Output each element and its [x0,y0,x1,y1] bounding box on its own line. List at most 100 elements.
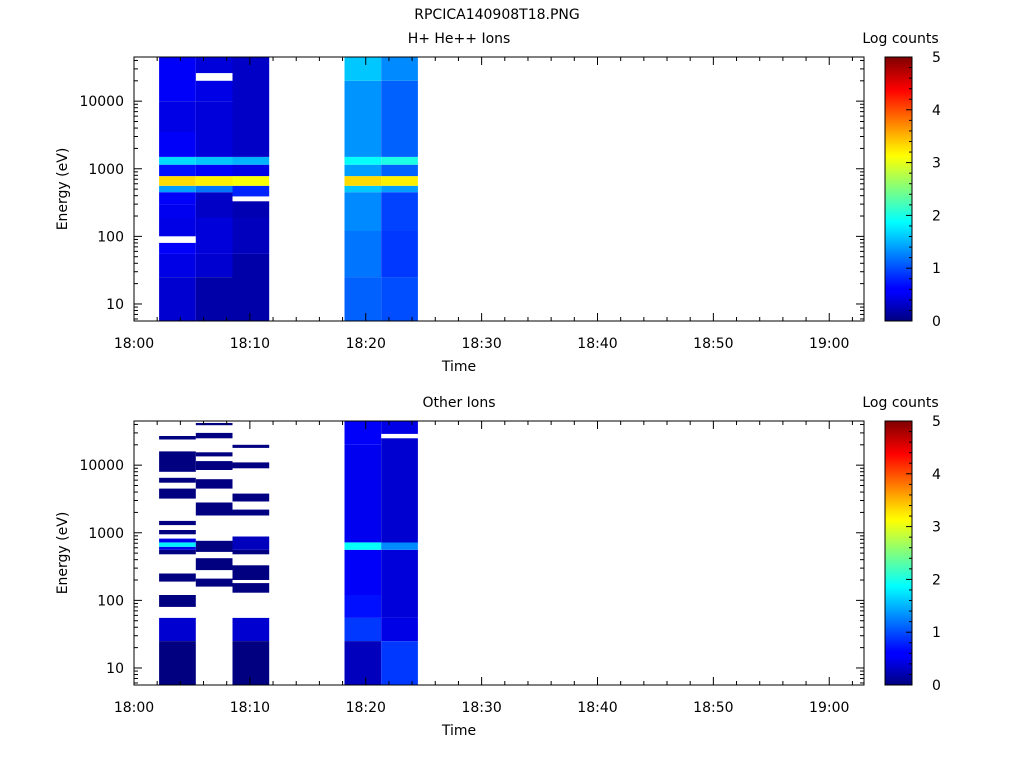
heatmap-cell [159,242,196,254]
x-tick-label: 18:20 [346,700,386,716]
heatmap-cell [344,231,382,278]
heatmap-cell [232,201,270,218]
heatmap-cell [381,185,418,193]
heatmap-cell [195,423,233,426]
heatmap-cell [381,617,418,641]
x-tick-label: 18:50 [693,336,733,352]
y-tick-label: 10 [106,661,124,677]
y-tick-label: 1000 [88,162,124,178]
heatmap-cell [159,132,196,157]
x-tick-label: 18:00 [114,336,154,352]
heatmap-cell [381,57,418,81]
heatmap-cell [344,444,382,543]
x-tick-label: 18:30 [461,336,501,352]
heatmap-cell [344,164,382,177]
x-tick-label: 19:00 [809,336,849,352]
heatmap-cell [159,156,196,165]
colorbar-tick-label: 4 [932,103,941,119]
colorbar-gradient [884,56,913,322]
x-tick-label: 18:20 [346,336,386,352]
heatmap-cell [195,253,233,277]
heatmap-cell [159,176,196,186]
colorbar-tick-label: 0 [932,314,941,330]
x-tick-label: 18:00 [114,700,154,716]
heatmap-cell [344,57,382,81]
colorbar-tick-label: 5 [932,414,941,430]
heatmap-cell [159,204,196,218]
colorbar-tick-label: 1 [932,261,941,277]
heatmap-cell [159,277,196,321]
heatmap-cell [344,641,382,685]
heatmap-cell [195,540,233,552]
heatmap-cell [232,156,270,165]
y-tick-label: 10 [106,297,124,313]
heatmap-cell [381,421,418,434]
heatmap-cell [232,253,270,321]
heatmap-cell [159,451,196,472]
colorbar-tick-label: 5 [932,50,941,66]
heatmap-cell [159,192,196,205]
heatmap-cell [232,509,270,516]
heatmap-cell [232,617,270,641]
panel-title: H+ He++ Ions [408,31,511,47]
heatmap-cell [381,176,418,186]
heatmap-cell [195,217,233,254]
heatmap-cell [381,277,418,321]
page-title: RPCICA140908T18.PNG [414,7,579,23]
heatmap-cell [232,641,270,685]
y-tick-label: 10000 [79,94,124,110]
y-tick-label: 100 [97,593,124,609]
heatmap-cell [195,192,233,218]
heatmap-cell [195,479,233,489]
x-tick-label: 18:40 [577,336,617,352]
heatmap-cell [232,583,270,593]
heatmap-cell [232,444,270,448]
heatmap-cell [381,164,418,177]
heatmap-cell [381,641,418,685]
heatmap-cell [232,565,270,580]
heatmap-cell [232,536,270,550]
x-tick-label: 18:10 [230,336,270,352]
heatmap-cells [159,57,418,321]
spectrogram-panel: H+ He++ Ions 18:00 18:10 18:20 18:30 18:40 18:… [55,31,941,375]
heatmap-cell [159,530,196,535]
heatmap-cell [344,156,382,165]
heatmap-cell [159,477,196,483]
colorbar-tick-label: 2 [932,572,941,588]
heatmap-cell [381,80,418,157]
heatmap-cell [195,156,233,165]
heatmap-cell [159,595,196,607]
heatmap-cell [344,176,382,186]
heatmap-cell [344,80,382,157]
heatmap-cell [344,421,382,445]
heatmap-cell [159,253,196,277]
x-axis-label: Time [441,723,476,739]
colorbar-label: Log counts [862,31,938,47]
heatmap-cell [344,192,382,231]
colorbar-tick-label: 4 [932,467,941,483]
colorbar-tick-label: 2 [932,208,941,224]
heatmap-cell [159,217,196,237]
heatmap-cell [195,277,233,321]
heatmap-cell [381,438,418,543]
heatmap-cell [381,549,418,618]
heatmap-cells [159,421,418,685]
colorbar-tick-label: 3 [932,520,941,536]
heatmap-cell [195,164,233,177]
heatmap-cell [381,156,418,165]
panel-title: Other Ions [422,395,495,411]
colorbar-gradient [884,420,913,686]
heatmap-cell [344,549,382,595]
heatmap-cell [232,462,270,469]
x-tick-label: 18:50 [693,700,733,716]
heatmap-cell [159,185,196,193]
x-tick-label: 18:10 [230,700,270,716]
heatmap-cell [344,277,382,321]
heatmap-cell [159,546,196,550]
heatmap-cell [195,461,233,470]
heatmap-cell [195,185,233,193]
y-tick-label: 1000 [88,526,124,542]
heatmap-cell [195,101,233,157]
heatmap-cell [159,641,196,685]
